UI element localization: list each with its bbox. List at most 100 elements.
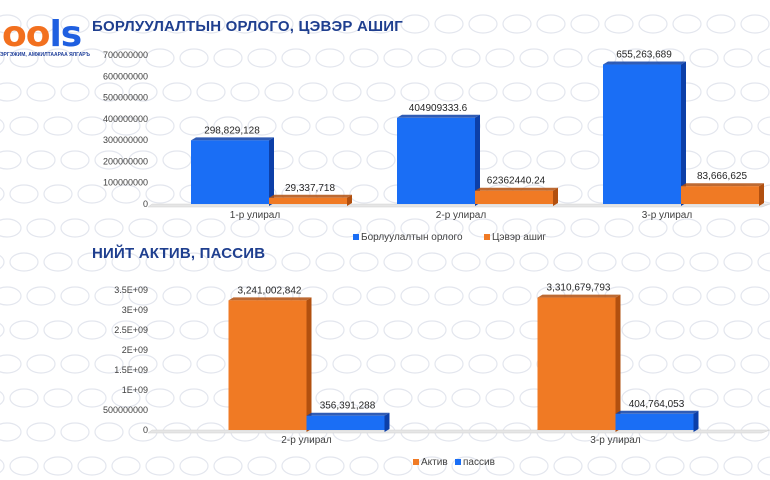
pattern-loop: [0, 254, 5, 270]
pattern-loop: [451, 456, 481, 476]
pattern-loop: [502, 218, 532, 238]
pattern-loop: [111, 320, 141, 340]
y-tick-label: 0: [143, 199, 148, 209]
pattern-loop: [315, 48, 345, 68]
pattern-loop: [400, 82, 430, 102]
pattern-loop: [757, 320, 770, 340]
pattern-loop: [315, 320, 345, 340]
pattern-loop: [162, 82, 192, 102]
pattern-loop: [587, 456, 617, 476]
pattern-loop: [417, 388, 447, 408]
pattern-loop: [332, 354, 362, 374]
y-tick-label: 2E+09: [122, 345, 148, 355]
pattern-loop: [536, 150, 566, 170]
pattern-loop: [740, 286, 770, 306]
pattern-loop: [621, 388, 651, 408]
pattern-loop: [723, 252, 753, 272]
pattern-loop: [383, 456, 413, 476]
bar-side: [693, 410, 699, 432]
pattern-loop: [366, 82, 396, 102]
pattern-loop: [349, 320, 379, 340]
pattern-loop: [366, 218, 396, 238]
pattern-loop: [0, 390, 5, 406]
pattern-loop: [468, 218, 498, 238]
pattern-loop: [26, 150, 56, 170]
pattern-loop: [196, 218, 226, 238]
pattern-loop: [723, 116, 753, 136]
pattern-loop: [94, 150, 124, 170]
pattern-loop: [60, 14, 90, 34]
pattern-loop: [655, 320, 685, 340]
pattern-loop: [570, 218, 600, 238]
pattern-loop: [332, 150, 362, 170]
bar-side: [306, 297, 312, 432]
pattern-loop: [230, 14, 260, 34]
pattern-loop: [689, 320, 719, 340]
pattern-loop: [315, 456, 345, 476]
assets-liabilities-title: НИЙТ АКТИВ, ПАССИВ: [92, 245, 266, 262]
pattern-loop: [553, 116, 583, 136]
pattern-loop: [0, 218, 22, 238]
logo-text-right: ls: [49, 14, 82, 55]
pattern-loop: [349, 456, 379, 476]
pattern-loop: [757, 388, 770, 408]
logo-tagline: ЭРГЭЖИМ, АМЖИЛТААРАА ЯЛГАРЪЯ: [0, 52, 90, 58]
pattern-loop: [145, 48, 175, 68]
bar-side: [269, 137, 274, 206]
pattern-loop: [128, 82, 158, 102]
legend-swatch: [455, 459, 461, 465]
pattern-loop: [468, 286, 498, 306]
pattern-loop: [740, 14, 770, 34]
company-logo: ools ЭРГЭЖИМ, АМЖИЛТААРАА ЯЛГАРЪЯ: [0, 10, 90, 60]
y-tick-label: 600000000: [103, 71, 148, 81]
data-label: 404909333.6: [409, 103, 468, 114]
pattern-loop: [400, 14, 430, 34]
bar-secondary: [269, 197, 347, 204]
pattern-loop: [366, 286, 396, 306]
bar-primary: [228, 300, 307, 430]
sales-profit-title: БОРЛУУЛАЛТЫН ОРЛОГО, ЦЭВЭР АШИГ: [92, 18, 403, 35]
pattern-loop: [451, 48, 481, 68]
pattern-loop: [434, 286, 464, 306]
pattern-loop: [179, 116, 209, 136]
pattern-loop: [757, 252, 770, 272]
pattern-loop: [723, 48, 753, 68]
pattern-loop: [451, 320, 481, 340]
pattern-loop: [332, 218, 362, 238]
pattern-loop: [706, 150, 736, 170]
pattern-loop: [689, 116, 719, 136]
pattern-loop: [128, 14, 158, 34]
data-label: 3,310,679,793: [547, 283, 611, 294]
pattern-loop: [26, 286, 56, 306]
pattern-loop: [0, 286, 22, 306]
pattern-loop: [145, 456, 175, 476]
pattern-loop: [43, 184, 73, 204]
chart-floor: [147, 203, 770, 208]
pattern-loop: [689, 48, 719, 68]
pattern-loop: [604, 218, 634, 238]
pattern-loop: [264, 14, 294, 34]
pattern-loop: [757, 456, 770, 476]
pattern-loop: [179, 48, 209, 68]
pattern-loop: [349, 48, 379, 68]
pattern-loop: [9, 116, 39, 136]
pattern-loop: [94, 422, 124, 442]
pattern-loop: [485, 48, 515, 68]
pattern-loop: [417, 48, 447, 68]
pattern-loop: [689, 252, 719, 272]
pattern-loop: [26, 354, 56, 374]
legend-label: Борлуулалтын орлого: [361, 232, 463, 243]
legend-label: Цэвэр ашиг: [492, 232, 546, 243]
pattern-loop: [145, 116, 175, 136]
bar-primary: [537, 297, 616, 430]
pattern-loop: [94, 286, 124, 306]
pattern-loop: [587, 48, 617, 68]
pattern-loop: [315, 252, 345, 272]
pattern-loop: [417, 456, 447, 476]
pattern-loop: [706, 218, 736, 238]
logo-wordmark: ools: [2, 14, 82, 55]
pattern-loop: [0, 14, 22, 34]
pattern-loop: [230, 82, 260, 102]
pattern-loop: [621, 456, 651, 476]
